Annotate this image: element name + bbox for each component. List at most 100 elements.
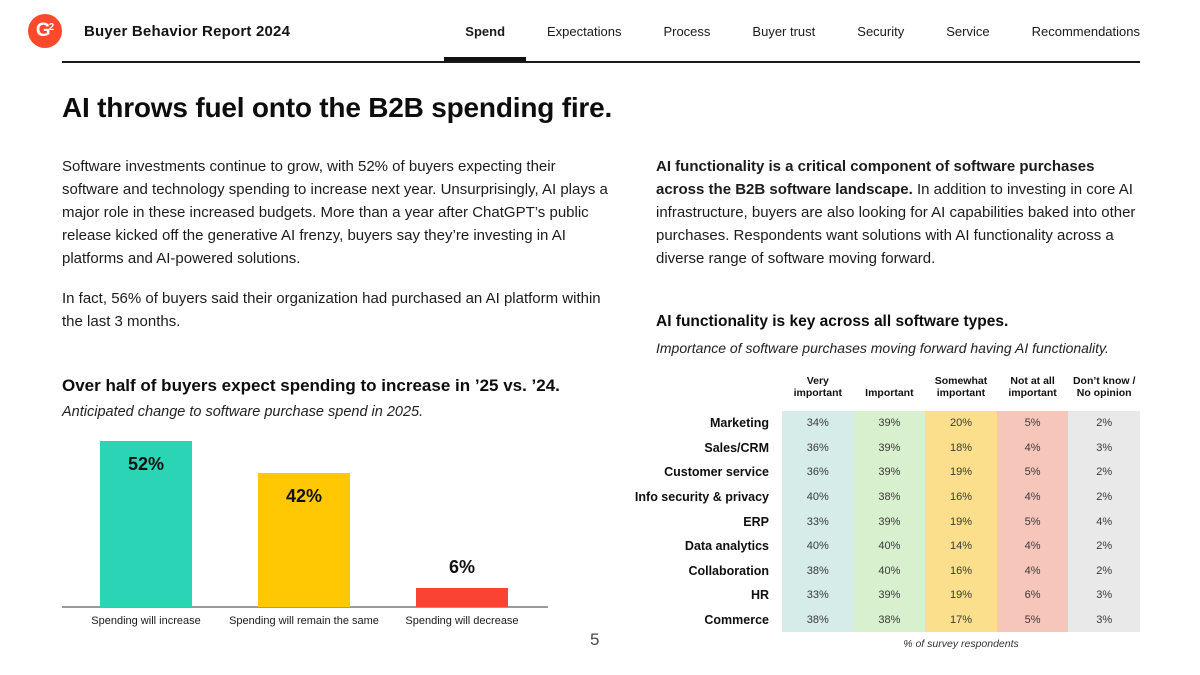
row-label: HR: [750, 588, 769, 603]
bar-3: 6%: [416, 557, 508, 607]
table-cell: 3%: [1068, 607, 1140, 633]
table-cell: 33%: [782, 509, 854, 534]
table-cell: 19%: [925, 583, 997, 608]
ai-importance-table: Very important Important Somewhat importan…: [634, 370, 1140, 633]
row-label: Marketing: [709, 416, 769, 431]
table-cell: 3%: [1068, 583, 1140, 608]
tab-service[interactable]: Service: [946, 24, 990, 39]
row-label: Info security & privacy: [634, 490, 769, 505]
intro-right-column: AI functionality is a critical component…: [656, 155, 1140, 270]
table-cell: 4%: [996, 533, 1069, 559]
intro-paragraph-1: Software investments continue to grow, w…: [62, 158, 608, 267]
table-cell: 33%: [782, 583, 854, 608]
logo-superscript: 2: [48, 21, 55, 33]
intro-paragraph-2: In fact, 56% of buyers said their organi…: [62, 290, 601, 330]
table-cell: 34%: [782, 411, 854, 436]
table-cell: 4%: [996, 484, 1069, 510]
table-cell: 16%: [925, 484, 997, 510]
row-label: Data analytics: [684, 539, 769, 554]
column-header: Very important: [793, 375, 842, 399]
table-cell: 38%: [853, 607, 926, 633]
row-label: Customer service: [664, 465, 769, 480]
page-title: AI throws fuel onto the B2B spending fir…: [62, 92, 613, 123]
x-axis-line: [62, 606, 548, 608]
column-header: Important: [865, 387, 914, 399]
bar-chart-subtitle: Anticipated change to software purchase …: [62, 404, 424, 420]
table-cell: 36%: [782, 435, 854, 461]
report-title: Buyer Behavior Report 2024: [84, 22, 291, 40]
tab-security[interactable]: Security: [857, 24, 905, 39]
table-subtitle: Importance of software purchases moving …: [656, 340, 1109, 356]
table-cell: 3%: [1068, 435, 1140, 461]
intro-rest-text: In addition to investing in core AI infr…: [656, 181, 1136, 267]
bar-value-label: 6%: [448, 557, 475, 577]
table-cell: 4%: [1068, 509, 1140, 534]
table-cell: 38%: [782, 558, 854, 584]
table-cell: 2%: [1068, 558, 1140, 584]
table-cell: 39%: [853, 583, 926, 608]
table-cell: 39%: [853, 411, 926, 436]
table-cell: 2%: [1068, 533, 1140, 559]
table-cell: 17%: [925, 607, 997, 633]
row-label: ERP: [743, 514, 769, 529]
bar-2: 42%: [258, 473, 350, 607]
tab-expectations[interactable]: Expectations: [547, 24, 622, 39]
table-cell: 20%: [925, 411, 997, 436]
intro-bold-lead: AI functionality is a critical component…: [656, 158, 1095, 198]
bar-chart-heading: Over half of buyers expect spending to i…: [62, 376, 560, 395]
tab-buyer-trust[interactable]: Buyer trust: [752, 24, 816, 39]
table-footnote: % of survey respondents: [903, 638, 1019, 650]
bar-category-label: Spending will remain the same: [229, 615, 379, 627]
table-cell: 2%: [1068, 484, 1140, 510]
table-heading: AI functionality is key across all softw…: [656, 313, 1009, 330]
bar-value-label: 42%: [285, 486, 323, 506]
bar-category-label: Spending will increase: [91, 615, 201, 627]
bar-category-label: Spending will decrease: [405, 615, 519, 627]
table-cell: 39%: [853, 460, 926, 485]
table-cell: 2%: [1068, 411, 1140, 436]
table-cell: 39%: [853, 435, 926, 461]
table-cell: 4%: [996, 558, 1069, 584]
table-cell: 6%: [996, 583, 1069, 608]
table-cell: 38%: [853, 484, 926, 510]
nav-tabs: Spend Expectations Process Buyer trust Secur…: [444, 0, 1140, 63]
table-corner-cell: [656, 370, 782, 399]
intro-left-column: Software investments continue to grow, w…: [62, 155, 614, 333]
bar-value-label: 52%: [127, 454, 165, 474]
bar-1: 52%: [100, 441, 192, 607]
column-header: Don’t know / No opinion: [1072, 375, 1136, 399]
column-header: Somewhat important: [934, 375, 988, 399]
column-header: Not at all important: [1008, 375, 1057, 399]
tab-spend[interactable]: Spend: [444, 0, 526, 63]
row-label: Commerce: [704, 613, 769, 628]
intro-paragraph-3: AI functionality is a critical component…: [656, 155, 1140, 270]
row-label: Sales/CRM: [704, 440, 769, 455]
table-cell: 39%: [853, 509, 926, 534]
bar-category-labels: Spending will increase Spending will rema…: [62, 615, 548, 649]
tab-process[interactable]: Process: [663, 24, 711, 39]
table-cell: 4%: [996, 435, 1069, 461]
header-divider: [62, 61, 1140, 63]
table-cell: 40%: [853, 533, 926, 559]
table-cell: 5%: [996, 607, 1069, 633]
table-cell: 2%: [1068, 460, 1140, 485]
table-cell: 5%: [996, 411, 1069, 436]
table-cell: 19%: [925, 460, 997, 485]
logo-letter: G: [35, 20, 51, 41]
table-cell: 18%: [925, 435, 997, 461]
table-cell: 36%: [782, 460, 854, 485]
page-number: 5: [590, 630, 600, 649]
tab-recommendations[interactable]: Recommendations: [1031, 24, 1140, 39]
table-cell: 40%: [782, 484, 854, 510]
table-cell: 16%: [925, 558, 997, 584]
table-cell: 14%: [925, 533, 997, 559]
table-cell: 38%: [782, 607, 854, 633]
table-cell: 19%: [925, 509, 997, 534]
row-label: Collaboration: [688, 563, 769, 578]
table-cell: 40%: [853, 558, 926, 584]
bar-chart: 52% 42% 6%: [62, 441, 548, 608]
table-cell: 40%: [782, 533, 854, 559]
table-cell: 5%: [996, 509, 1069, 534]
